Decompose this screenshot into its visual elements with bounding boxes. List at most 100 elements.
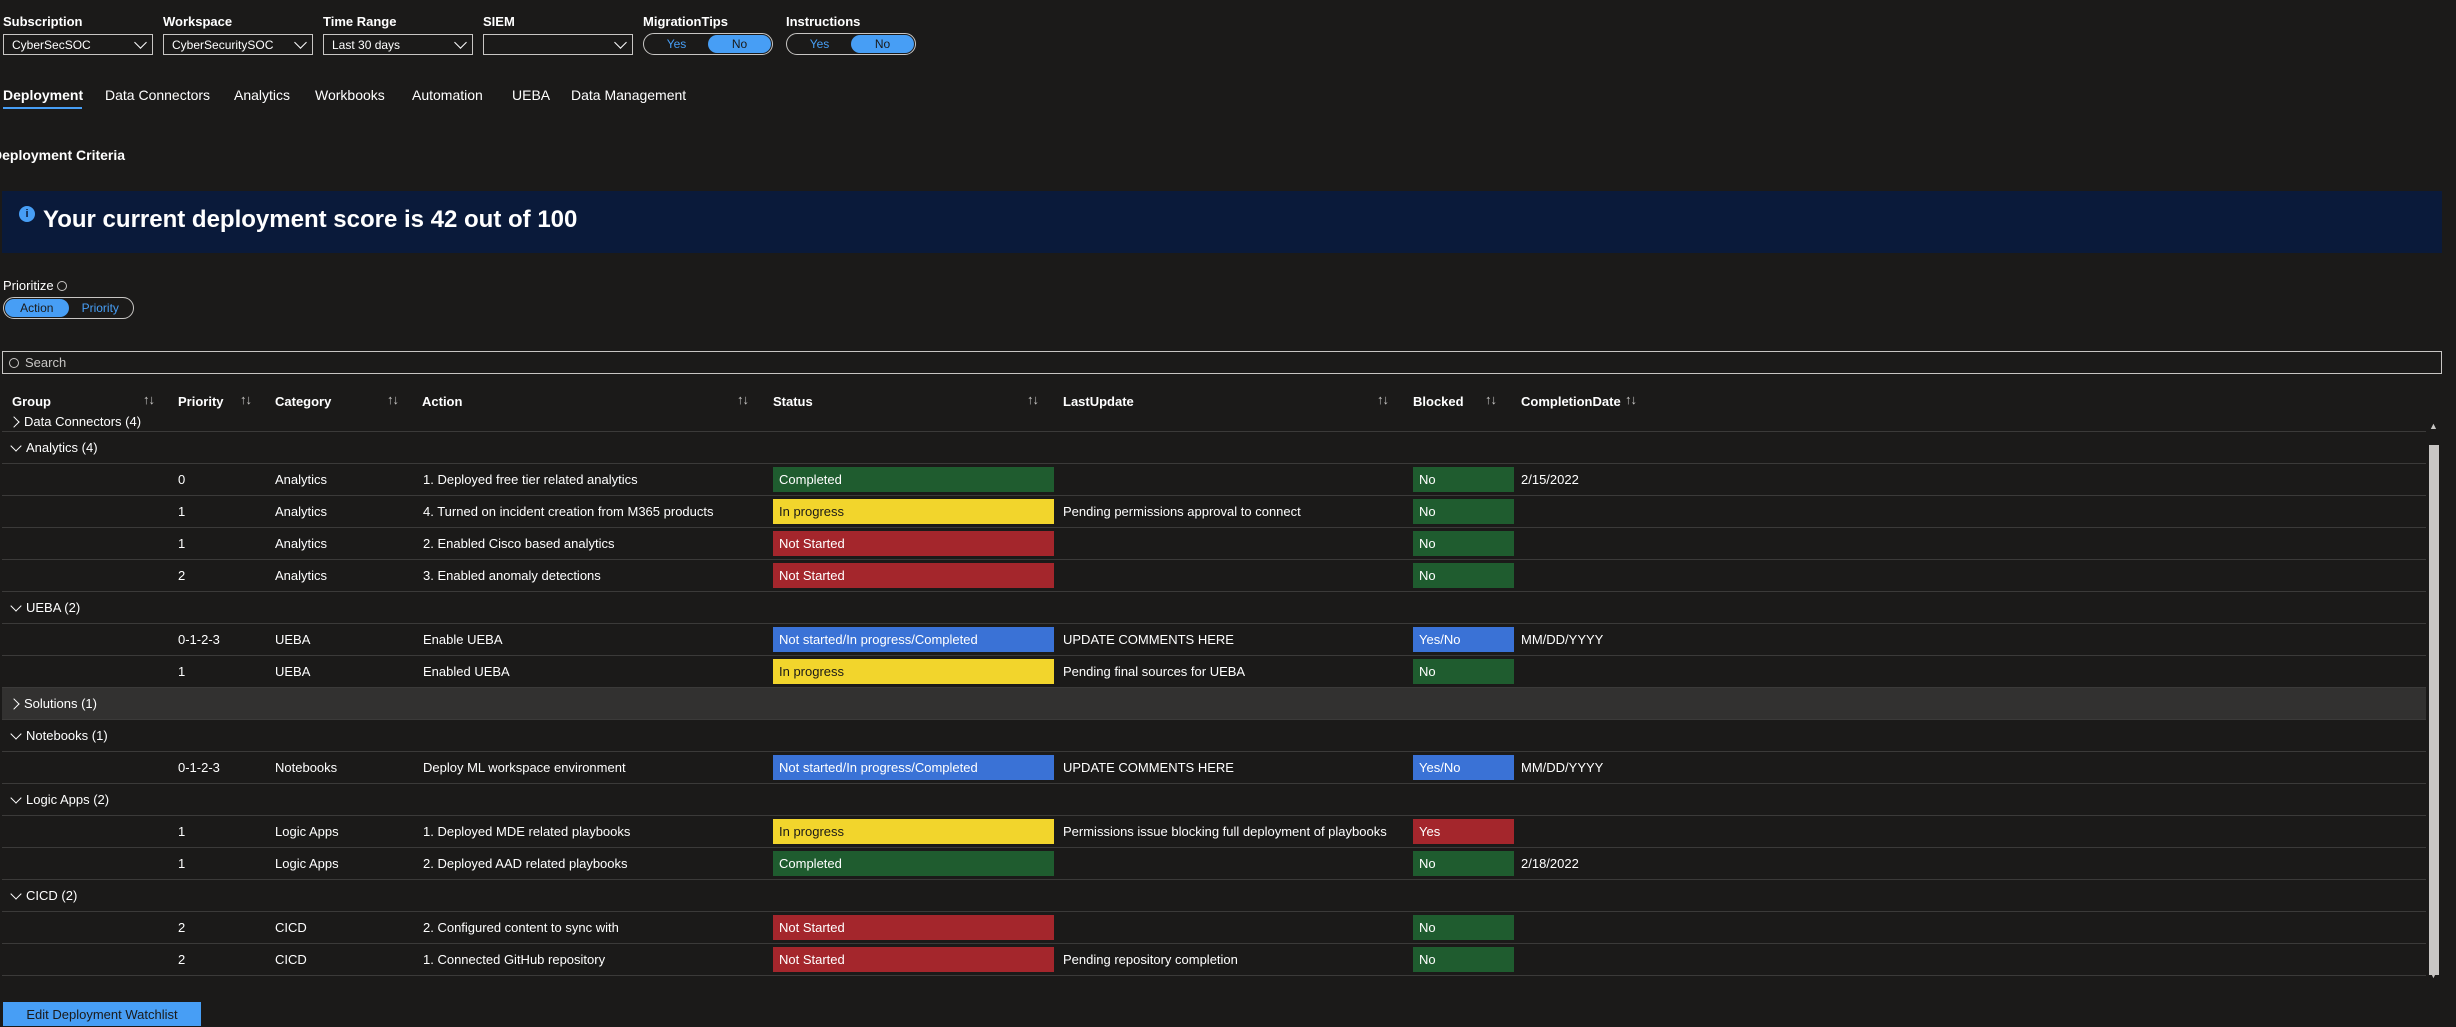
prioritize-toggle[interactable]: Action Priority [3, 297, 134, 319]
blocked-badge: No [1413, 947, 1514, 972]
category-cell: Analytics [275, 472, 328, 487]
priority-cell: 0 [178, 472, 186, 487]
scrollbar-thumb[interactable] [2429, 445, 2439, 975]
status-badge: Completed [773, 467, 1054, 492]
group-cell[interactable]: Logic Apps (2) [2, 784, 109, 815]
group-cell[interactable]: Data Connectors (4) [2, 412, 141, 431]
group-label: Analytics (4) [26, 440, 98, 455]
column-header-category[interactable]: Category [275, 393, 332, 409]
chevron-right-icon[interactable] [8, 415, 20, 428]
table-row[interactable]: 2 CICD 2. Configured content to sync with N… [2, 912, 2426, 944]
action-cell: 1. Deployed free tier related analytics [423, 472, 638, 487]
edit-watchlist-button[interactable]: Edit Deployment Watchlist [3, 1002, 201, 1026]
group-row[interactable]: CICD (2) [2, 880, 2426, 912]
last-update-cell: Pending repository completion [1063, 952, 1238, 967]
table-row[interactable]: 2 Analytics 3. Enabled anomaly detections N… [2, 560, 2426, 592]
sort-icon[interactable]: ↑↓ [1027, 392, 1039, 407]
chevron-down-icon[interactable] [10, 727, 22, 740]
group-cell[interactable]: Analytics (4) [2, 432, 98, 463]
completion-date-cell: MM/DD/YYYY [1521, 760, 1604, 775]
action-cell: 2. Deployed AAD related playbooks [423, 856, 628, 871]
instructions-no[interactable]: No [851, 35, 914, 53]
priority-cell: 2 [178, 952, 186, 967]
column-header-completiondate[interactable]: CompletionDate [1521, 393, 1621, 409]
group-row[interactable]: UEBA (2) [2, 592, 2426, 624]
table-row[interactable]: 1 Analytics 2. Enabled Cisco based analyti… [2, 528, 2426, 560]
column-header-action[interactable]: Action [422, 393, 463, 409]
group-row[interactable]: Data Connectors (4) [2, 412, 2426, 432]
scroll-down-icon[interactable]: ▼ [2429, 970, 2438, 980]
group-cell[interactable]: Solutions (1) [2, 688, 97, 719]
sort-icon[interactable]: ↑↓ [240, 392, 252, 407]
category-cell: Logic Apps [275, 824, 339, 839]
group-cell[interactable]: CICD (2) [2, 880, 77, 911]
group-row[interactable]: Solutions (1) [2, 688, 2426, 720]
info-circle-icon [56, 280, 67, 291]
chevron-down-icon[interactable] [10, 887, 22, 900]
workspace-value: CyberSecuritySOC [172, 37, 274, 52]
chevron-down-icon[interactable] [10, 439, 22, 452]
status-badge: In progress [773, 659, 1054, 684]
subscription-dropdown[interactable]: CyberSecSOC [3, 34, 153, 55]
last-update-cell: UPDATE COMMENTS HERE [1063, 760, 1234, 775]
column-header-priority[interactable]: Priority [178, 393, 224, 409]
table-row[interactable]: 1 Analytics 4. Turned on incident creation… [2, 496, 2426, 528]
column-header-status[interactable]: Status [773, 393, 813, 409]
workspace-label: Workspace [163, 14, 233, 29]
tab-analytics[interactable]: Analytics [234, 87, 291, 103]
action-cell: Deploy ML workspace environment [423, 760, 626, 775]
chevron-right-icon[interactable] [8, 697, 20, 710]
tab-ueba[interactable]: UEBA [512, 87, 551, 103]
group-row[interactable]: Notebooks (1) [2, 720, 2426, 752]
group-row[interactable]: Analytics (4) [2, 432, 2426, 464]
column-header-lastupdate[interactable]: LastUpdate [1063, 393, 1134, 409]
prioritize-action[interactable]: Action [5, 299, 69, 317]
table-row[interactable]: 1 Logic Apps 1. Deployed MDE related playb… [2, 816, 2426, 848]
chevron-down-icon[interactable] [10, 791, 22, 804]
siem-label: SIEM [483, 14, 515, 29]
action-cell: 4. Turned on incident creation from M365… [423, 504, 714, 519]
table-row[interactable]: 2 CICD 1. Connected GitHub repository Not S… [2, 944, 2426, 976]
tab-workbooks[interactable]: Workbooks [315, 87, 385, 103]
chevron-down-icon [134, 35, 147, 49]
column-header-blocked[interactable]: Blocked [1413, 393, 1464, 409]
instructions-toggle[interactable]: Yes No [786, 33, 916, 55]
table-row[interactable]: 0-1-2-3 Notebooks Deploy ML workspace envi… [2, 752, 2426, 784]
category-cell: UEBA [275, 632, 311, 647]
search-box[interactable]: Search [2, 351, 2442, 374]
status-badge: In progress [773, 819, 1054, 844]
priority-cell: 1 [178, 856, 186, 871]
chevron-down-icon[interactable] [10, 599, 22, 612]
table-row[interactable]: 0 Analytics 1. Deployed free tier related … [2, 464, 2426, 496]
sort-icon[interactable]: ↑↓ [1625, 392, 1637, 407]
migration-tips-no[interactable]: No [708, 35, 771, 53]
action-cell: 2. Configured content to sync with [423, 920, 619, 935]
table-row[interactable]: 1 UEBA Enabled UEBA In progress Pending fina… [2, 656, 2426, 688]
siem-dropdown[interactable] [483, 34, 633, 55]
category-cell: Analytics [275, 504, 328, 519]
table-row[interactable]: 1 Logic Apps 2. Deployed AAD related playb… [2, 848, 2426, 880]
tab-data-management[interactable]: Data Management [571, 87, 687, 103]
migration-tips-toggle[interactable]: Yes No [643, 33, 773, 55]
group-cell[interactable]: UEBA (2) [2, 592, 80, 623]
search-input[interactable]: Search [25, 355, 67, 370]
migration-tips-yes[interactable]: Yes [666, 37, 687, 51]
time-range-dropdown[interactable]: Last 30 days [323, 34, 473, 55]
tab-automation[interactable]: Automation [412, 87, 483, 103]
sort-icon[interactable]: ↑↓ [1485, 392, 1497, 407]
sort-icon[interactable]: ↑↓ [387, 392, 399, 407]
sort-icon[interactable]: ↑↓ [143, 392, 155, 407]
sort-icon[interactable]: ↑↓ [1377, 392, 1389, 407]
group-row[interactable]: Logic Apps (2) [2, 784, 2426, 816]
category-cell: CICD [275, 952, 307, 967]
tab-data-connectors[interactable]: Data Connectors [105, 87, 211, 103]
workspace-dropdown[interactable]: CyberSecuritySOC [163, 34, 313, 55]
scroll-up-icon[interactable]: ▲ [2429, 421, 2438, 431]
table-row[interactable]: 0-1-2-3 UEBA Enable UEBA Not started/In pro… [2, 624, 2426, 656]
prioritize-priority[interactable]: Priority [81, 301, 119, 315]
sort-icon[interactable]: ↑↓ [737, 392, 749, 407]
instructions-yes[interactable]: Yes [809, 37, 830, 51]
tab-deployment[interactable]: Deployment [3, 87, 84, 103]
group-cell[interactable]: Notebooks (1) [2, 720, 108, 751]
column-header-group[interactable]: Group [12, 393, 51, 409]
